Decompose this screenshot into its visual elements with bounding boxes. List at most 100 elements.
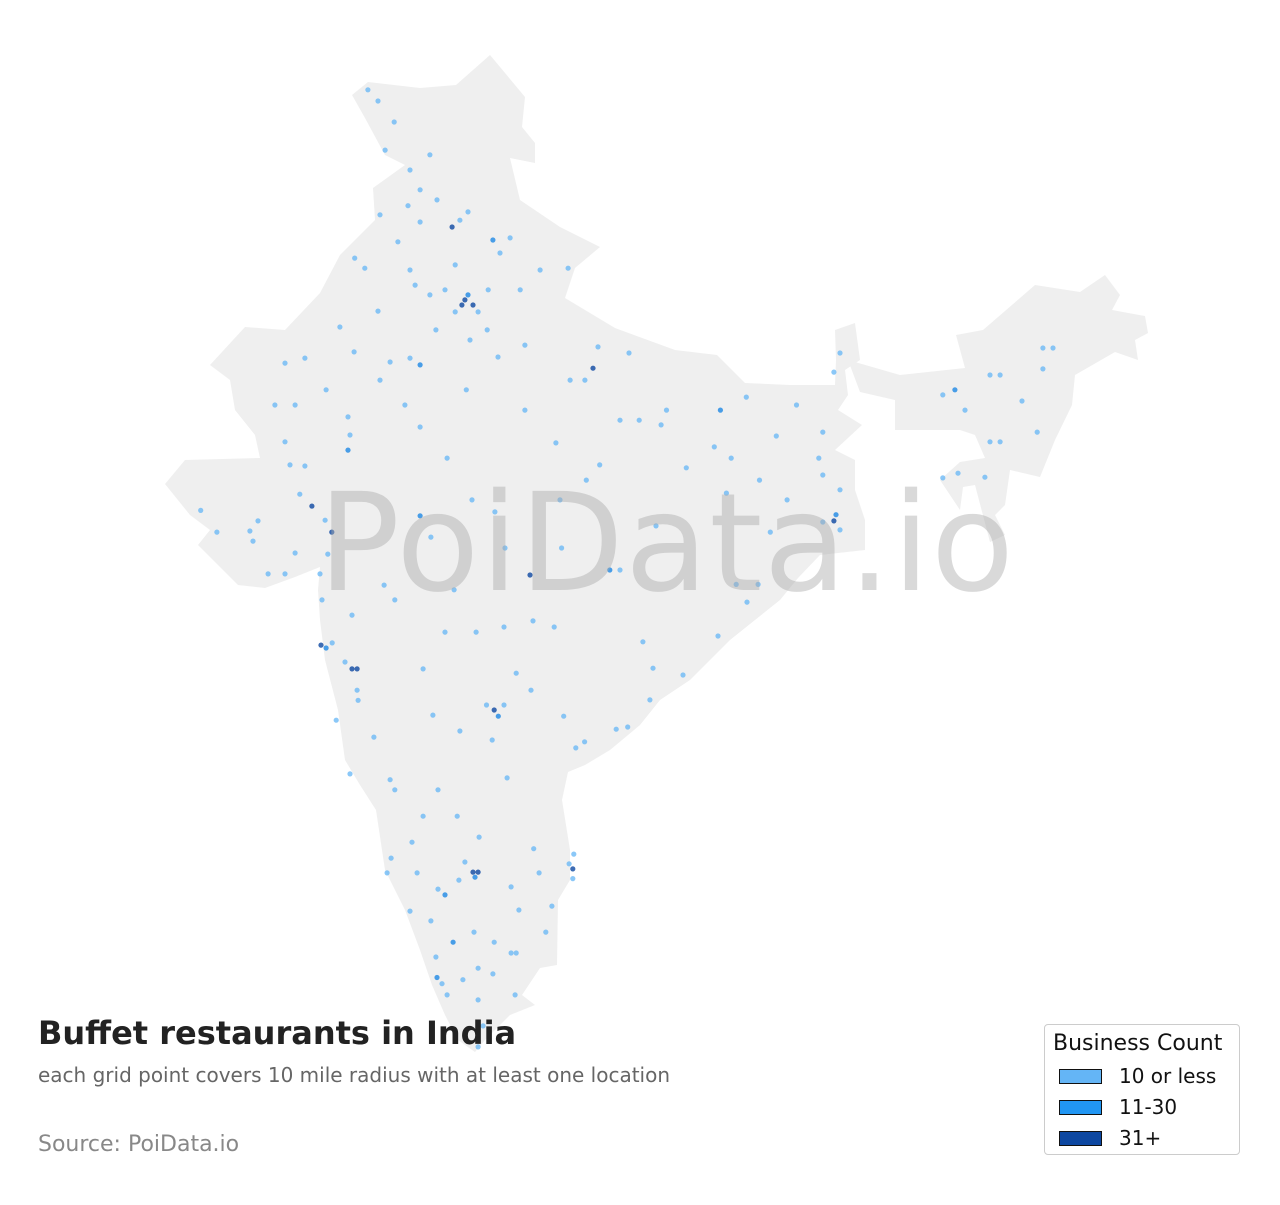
grid-point bbox=[465, 209, 471, 215]
legend-swatch-low bbox=[1059, 1068, 1102, 1084]
grid-point bbox=[647, 697, 653, 703]
grid-point bbox=[454, 813, 460, 819]
grid-point bbox=[820, 519, 826, 525]
grid-point bbox=[570, 866, 576, 872]
grid-point bbox=[728, 455, 734, 461]
grid-point bbox=[392, 597, 398, 603]
grid-point bbox=[1040, 345, 1046, 351]
grid-point bbox=[590, 365, 596, 371]
grid-point bbox=[417, 219, 423, 225]
grid-point bbox=[508, 884, 514, 890]
grid-point bbox=[650, 665, 656, 671]
grid-point bbox=[452, 262, 458, 268]
grid-point bbox=[395, 239, 401, 245]
grid-point bbox=[377, 212, 383, 218]
legend-label: 11-30 bbox=[1119, 1095, 1178, 1119]
grid-point bbox=[607, 567, 613, 573]
grid-point bbox=[711, 444, 717, 450]
grid-point bbox=[349, 666, 355, 672]
grid-point bbox=[527, 572, 533, 578]
grid-point bbox=[473, 629, 479, 635]
grid-point bbox=[469, 497, 475, 503]
grid-point bbox=[427, 292, 433, 298]
grid-point bbox=[507, 235, 513, 241]
grid-point bbox=[784, 497, 790, 503]
grid-point bbox=[626, 350, 632, 356]
grid-point bbox=[625, 724, 631, 730]
grid-point bbox=[561, 713, 567, 719]
grid-point bbox=[459, 302, 465, 308]
map-title: Buffet restaurants in India bbox=[38, 1014, 517, 1052]
grid-point bbox=[471, 929, 477, 935]
grid-point bbox=[837, 487, 843, 493]
grid-point bbox=[417, 187, 423, 193]
grid-point bbox=[456, 877, 462, 883]
grid-point bbox=[489, 737, 495, 743]
grid-point bbox=[495, 354, 501, 360]
grid-point bbox=[756, 477, 763, 483]
source-note: Source: PoiData.io bbox=[38, 1132, 240, 1157]
legend-label: 10 or less bbox=[1119, 1064, 1217, 1088]
grid-point bbox=[272, 402, 278, 408]
grid-point bbox=[345, 447, 351, 453]
grid-point bbox=[470, 302, 476, 308]
grid-point bbox=[309, 503, 315, 509]
grid-point bbox=[837, 350, 843, 356]
legend-title: Business Count bbox=[1053, 1031, 1223, 1056]
grid-point bbox=[831, 518, 837, 524]
grid-point bbox=[265, 571, 271, 577]
grid-point bbox=[715, 633, 721, 639]
grid-point bbox=[640, 639, 646, 645]
grid-point bbox=[1040, 366, 1046, 372]
grid-point bbox=[467, 337, 473, 343]
grid-point bbox=[475, 309, 481, 315]
grid-point bbox=[409, 839, 415, 845]
grid-point bbox=[551, 624, 557, 630]
grid-point bbox=[381, 582, 387, 588]
grid-point bbox=[439, 981, 445, 987]
grid-point bbox=[351, 349, 357, 355]
grid-point bbox=[414, 870, 420, 876]
grid-point bbox=[412, 282, 418, 288]
grid-point bbox=[460, 977, 466, 983]
grid-point bbox=[329, 529, 335, 535]
grid-point bbox=[566, 861, 572, 867]
grid-point bbox=[287, 462, 293, 468]
grid-point bbox=[465, 292, 471, 298]
grid-point bbox=[1019, 398, 1025, 404]
grid-point bbox=[553, 440, 559, 446]
india-northeast-shape bbox=[848, 275, 1148, 542]
grid-point bbox=[337, 324, 343, 330]
grid-point bbox=[537, 267, 543, 273]
grid-point bbox=[492, 509, 498, 515]
map-subtitle: each grid point covers 10 mile radius wi… bbox=[38, 1063, 671, 1087]
grid-point bbox=[504, 775, 510, 781]
grid-point bbox=[987, 372, 993, 378]
grid-point bbox=[428, 918, 434, 924]
grid-point bbox=[528, 687, 534, 693]
grid-point bbox=[442, 892, 448, 898]
grid-point bbox=[1050, 345, 1056, 351]
grid-point bbox=[342, 659, 348, 665]
grid-point bbox=[987, 439, 993, 445]
grid-point bbox=[502, 545, 508, 551]
grid-point bbox=[388, 855, 394, 861]
grid-point bbox=[570, 876, 576, 882]
grid-point bbox=[442, 287, 448, 293]
grid-point bbox=[793, 402, 800, 408]
grid-point bbox=[962, 407, 968, 413]
grid-point bbox=[567, 377, 573, 383]
grid-point bbox=[940, 392, 946, 398]
grid-point bbox=[355, 697, 361, 703]
grid-point bbox=[428, 534, 434, 540]
grid-point bbox=[744, 599, 750, 605]
grid-point bbox=[434, 197, 440, 203]
grid-point bbox=[434, 974, 440, 981]
grid-point bbox=[755, 581, 761, 588]
grid-point bbox=[322, 517, 328, 523]
grid-point bbox=[982, 474, 988, 480]
grid-point bbox=[485, 287, 491, 293]
grid-point bbox=[427, 152, 433, 158]
grid-point bbox=[773, 433, 779, 439]
grid-point bbox=[292, 550, 298, 556]
